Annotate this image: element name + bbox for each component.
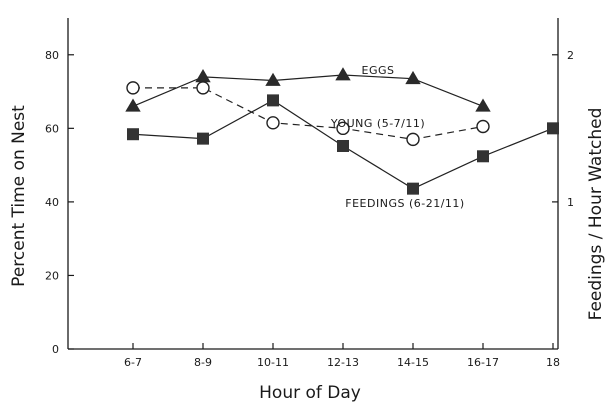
series-label: EGGS	[362, 64, 395, 77]
axes	[67, 18, 559, 350]
x-tick-label: 18	[546, 356, 560, 369]
series-label: YOUNG (5-7/11)	[330, 117, 425, 130]
triangle-marker	[335, 67, 351, 81]
x-tick-label: 6-7	[124, 356, 142, 369]
triangle-marker	[265, 72, 281, 86]
square-marker	[337, 139, 349, 152]
square-marker	[267, 94, 279, 107]
series-young: YOUNG (5-7/11)	[126, 81, 490, 147]
y2-tick-label: 2	[567, 49, 574, 62]
series-label: FEEDINGS (6-21/11)	[345, 197, 464, 210]
circle-marker	[266, 116, 280, 130]
y-axis-title: Percent Time on Nest	[9, 105, 29, 287]
square-marker	[127, 128, 139, 141]
triangle-marker	[405, 70, 421, 85]
circle-marker	[336, 121, 350, 136]
triangle-marker	[125, 98, 141, 112]
y-tick-label: 40	[45, 196, 59, 209]
x-tick-label: 16-17	[467, 356, 499, 369]
y2-axis-title: Feedings / Hour Watched	[586, 108, 606, 321]
circle-marker	[196, 81, 210, 95]
square-marker	[407, 182, 419, 195]
x-tick-label: 10-11	[257, 356, 289, 369]
x-axis-title: Hour of Day	[259, 383, 361, 403]
y-tick-label: 0	[52, 343, 59, 356]
triangle-marker	[475, 98, 491, 112]
y-ticks-left: 0 20 40 60 80	[45, 49, 74, 356]
x-tick-label: 12-13	[327, 356, 359, 369]
x-ticks: 6-7 8-9 10-11 12-13 14-15 16-17 18	[124, 343, 560, 369]
circle-marker	[476, 119, 490, 134]
series-line	[133, 87, 484, 140]
square-marker	[197, 132, 209, 145]
series-layer: EGGS YOUNG (5-7/11) FEEDINGS (6-21/11)	[125, 64, 559, 210]
y-tick-label: 80	[45, 49, 59, 62]
y-tick-label: 60	[45, 122, 59, 135]
series-feedings: FEEDINGS (6-21/11)	[127, 94, 559, 210]
series-line	[132, 74, 484, 107]
x-tick-label: 8-9	[194, 356, 212, 369]
x-tick-label: 14-15	[397, 356, 429, 369]
circle-marker	[406, 132, 420, 147]
circle-marker	[126, 81, 140, 95]
y-tick-label: 20	[45, 269, 59, 282]
y-ticks-right: 12	[552, 49, 574, 209]
square-marker	[477, 150, 489, 163]
triangle-marker	[195, 69, 211, 83]
y2-tick-label: 1	[567, 196, 574, 209]
series-eggs: EGGS	[125, 64, 491, 112]
square-marker	[547, 122, 559, 135]
